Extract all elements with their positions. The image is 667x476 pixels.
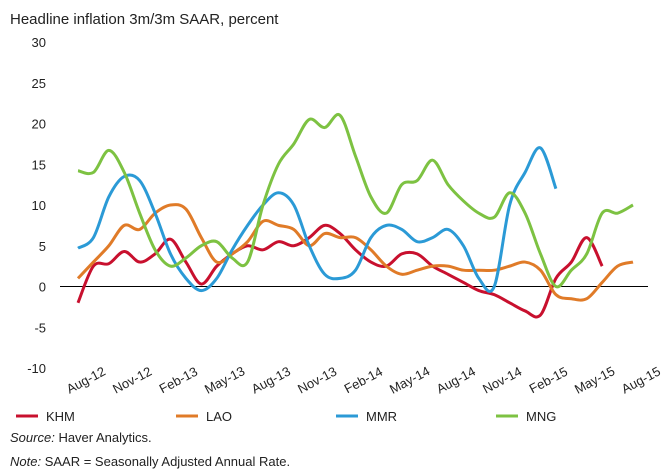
x-tick-label: Aug-14: [434, 364, 478, 397]
x-tick-label: May-14: [387, 363, 432, 397]
x-tick-label: Nov-14: [480, 364, 524, 397]
x-tick-label: Nov-13: [295, 364, 339, 397]
y-tick-label: 15: [32, 157, 46, 172]
x-tick-label: May-13: [202, 363, 247, 397]
legend-label: MMR: [366, 409, 397, 424]
x-tick-label: Aug-15: [619, 364, 663, 397]
legend-label: MNG: [526, 409, 556, 424]
x-tick-label: Nov-12: [110, 364, 154, 397]
y-tick-label: 5: [39, 239, 46, 254]
note-label: Note:: [10, 454, 42, 469]
y-tick-label: -5: [34, 320, 46, 335]
series-line: [77, 112, 634, 289]
y-tick-label: 25: [32, 76, 46, 91]
legend-label: KHM: [46, 409, 75, 424]
source-text: Haver Analytics.: [58, 430, 152, 445]
note-text: SAAR = Seasonally Adjusted Annual Rate.: [44, 454, 291, 469]
y-tick-label: 10: [32, 198, 46, 213]
chart: Headline inflation 3m/3m SAAR, percent -…: [10, 11, 663, 424]
note: Note: SAAR = Seasonally Adjusted Annual …: [10, 454, 290, 469]
x-tick-label: Feb-14: [342, 364, 385, 397]
x-tick-label: Aug-13: [249, 364, 293, 397]
y-tick-label: 30: [32, 35, 46, 50]
series-line: [77, 146, 558, 293]
chart-title: Headline inflation 3m/3m SAAR, percent: [10, 11, 279, 28]
source: Source: Haver Analytics.: [10, 430, 152, 445]
x-tick-label: May-15: [572, 363, 617, 397]
y-tick-label: 0: [39, 280, 46, 295]
x-tick-label: Feb-15: [527, 364, 570, 397]
legend-label: LAO: [206, 409, 232, 424]
source-label: Source:: [10, 430, 55, 445]
x-tick-label: Aug-12: [64, 364, 108, 397]
y-tick-label: -10: [27, 361, 46, 376]
y-tick-label: 20: [32, 117, 46, 132]
series-line: [76, 203, 634, 302]
x-tick-label: Feb-13: [157, 364, 200, 397]
